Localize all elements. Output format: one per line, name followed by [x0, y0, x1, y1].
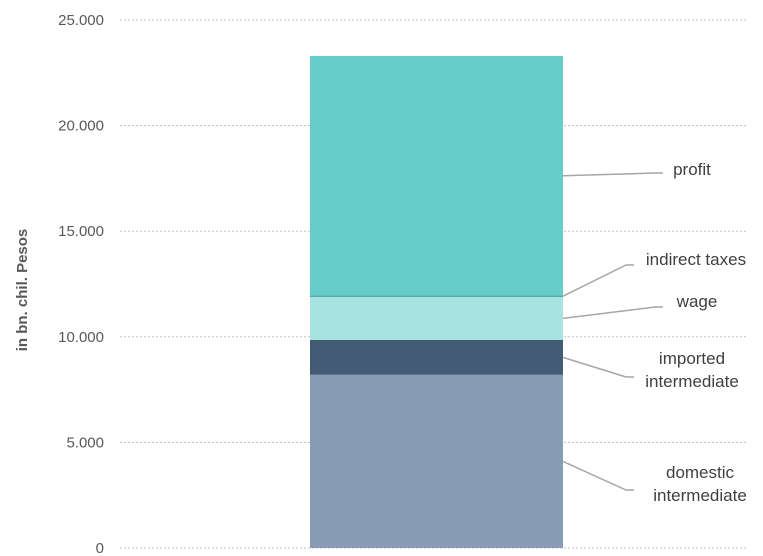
leader-indirect-taxes — [562, 264, 634, 297]
y-tick-label: 15.000 — [58, 223, 104, 240]
annotation-indirect-taxes: indirect taxes — [646, 250, 746, 269]
y-tick-label: 25.000 — [58, 12, 104, 29]
annotation-imported-intermediate: imported — [659, 349, 725, 368]
bar-segments — [310, 55, 563, 548]
bar-segment-imported-intermediate — [310, 339, 563, 375]
leader-profit — [562, 172, 663, 177]
y-tick-label: 5.000 — [66, 434, 104, 451]
segment-annotations: domestic intermediate imported intermediate… — [645, 160, 747, 505]
bar-segment-domestic-intermediate — [310, 374, 563, 548]
bar-segment-wage — [310, 296, 563, 340]
annotation-imported-intermediate: intermediate — [645, 372, 739, 391]
leader-wage — [562, 306, 663, 320]
annotation-leaders — [562, 172, 663, 491]
annotation-domestic-intermediate: domestic — [666, 463, 735, 482]
annotation-profit: profit — [673, 160, 711, 179]
y-axis-label: in bn. chil. Pesos — [14, 229, 31, 352]
y-tick-label: 20.000 — [58, 118, 104, 135]
annotation-domestic-intermediate: intermediate — [653, 486, 747, 505]
leader-imported-intermediate — [562, 356, 634, 378]
leader-domestic-intermediate — [562, 460, 634, 491]
y-tick-label: 0 — [96, 540, 104, 556]
annotation-wage: wage — [676, 292, 718, 311]
bar-segment-profit — [310, 55, 563, 296]
bar-segment-indirect-taxes — [310, 295, 563, 297]
y-axis-ticks: 0 5.000 10.000 15.000 20.000 25.000 — [58, 12, 104, 556]
y-tick-label: 10.000 — [58, 329, 104, 346]
